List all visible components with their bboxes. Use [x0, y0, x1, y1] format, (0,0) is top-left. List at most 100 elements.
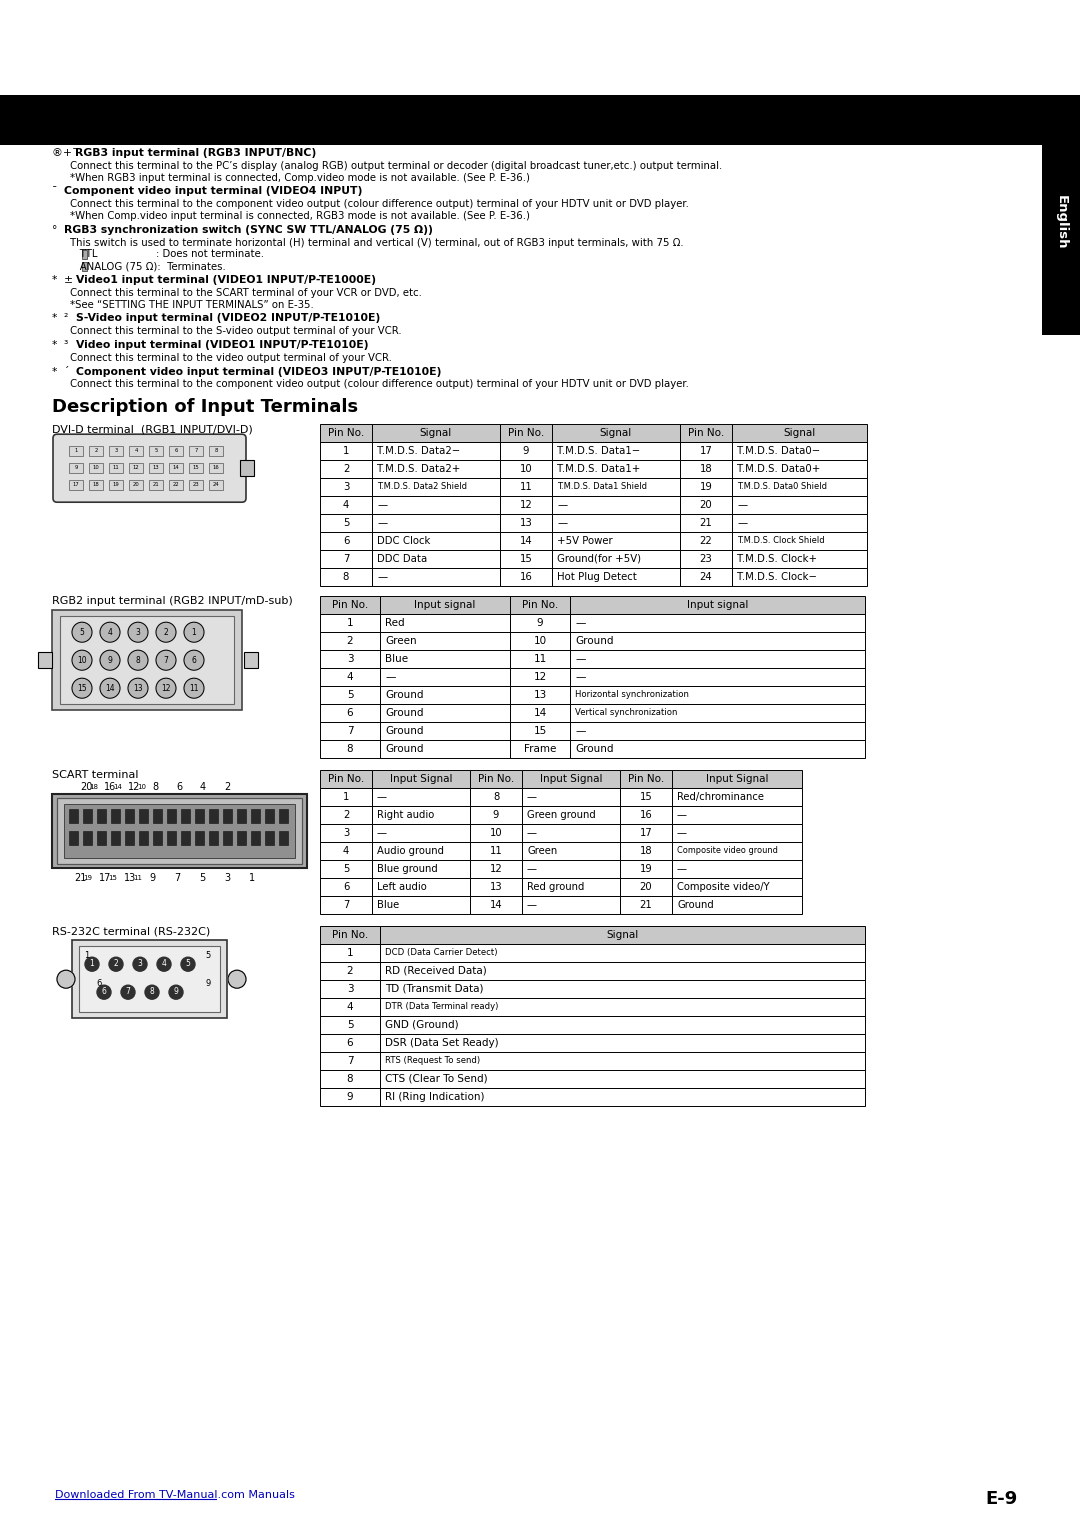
Text: 16: 16 [519, 571, 532, 582]
Bar [222, 809, 232, 823]
Bar [570, 669, 865, 686]
Text: 3: 3 [347, 983, 353, 994]
Bar [320, 722, 380, 741]
Bar [320, 1089, 380, 1106]
Text: Red ground: Red ground [527, 881, 584, 892]
Text: 22: 22 [173, 483, 179, 487]
Bar [79, 947, 220, 1012]
Text: RGB3 synchronization switch (SYNC SW TTL/ANALOG (75 Ω)): RGB3 synchronization switch (SYNC SW TTL… [64, 224, 432, 235]
Text: 5: 5 [199, 873, 205, 883]
Text: —: — [575, 725, 585, 736]
Text: 7: 7 [174, 873, 180, 883]
Text: 11: 11 [134, 875, 143, 881]
Text: 11: 11 [112, 466, 120, 470]
Bar [210, 479, 222, 490]
Text: 4: 4 [342, 499, 349, 510]
Text: Audio ground: Audio ground [377, 846, 444, 855]
Bar [372, 878, 470, 896]
Bar [380, 704, 510, 722]
Text: RS-232C terminal (RS-232C): RS-232C terminal (RS-232C) [52, 927, 211, 936]
Bar [237, 831, 246, 846]
Text: 8: 8 [342, 571, 349, 582]
Bar [372, 788, 470, 806]
Text: DCD (Data Carrier Detect): DCD (Data Carrier Detect) [384, 948, 498, 957]
Bar [570, 614, 865, 632]
Text: 20: 20 [639, 881, 652, 892]
Text: Ground: Ground [384, 707, 423, 718]
Text: —: — [575, 672, 585, 681]
Text: Connect this terminal to the component video output (colour difference output) t: Connect this terminal to the component v… [70, 379, 689, 389]
Bar [552, 460, 680, 478]
Text: 19: 19 [700, 481, 713, 492]
Text: 15: 15 [77, 684, 86, 693]
Text: 16: 16 [639, 809, 652, 820]
Text: 13: 13 [519, 518, 532, 528]
Text: 14: 14 [173, 466, 179, 470]
Text: 7: 7 [347, 725, 353, 736]
Circle shape [181, 957, 195, 971]
Bar [552, 478, 680, 496]
Bar [320, 425, 372, 443]
Bar [111, 831, 120, 846]
Circle shape [121, 985, 135, 999]
Text: —: — [527, 791, 537, 802]
Text: Pin No.: Pin No. [627, 774, 664, 783]
Bar [60, 617, 234, 704]
Bar [195, 809, 204, 823]
Text: 9: 9 [537, 618, 543, 628]
Bar [320, 596, 380, 614]
Bar [522, 825, 620, 843]
Text: 17: 17 [639, 828, 652, 838]
Circle shape [72, 621, 92, 643]
Bar [125, 809, 134, 823]
Bar [69, 463, 83, 473]
Text: 9: 9 [75, 466, 78, 470]
Text: 10: 10 [489, 828, 502, 838]
Text: 13: 13 [133, 684, 143, 693]
Bar [500, 425, 552, 443]
Bar [320, 443, 372, 460]
Text: T.M.D.S. Data1−: T.M.D.S. Data1− [557, 446, 640, 455]
Bar [265, 831, 274, 846]
Bar [168, 479, 183, 490]
Text: 4: 4 [347, 672, 353, 681]
Bar [320, 825, 372, 843]
Bar [732, 515, 867, 533]
Text: 7: 7 [163, 657, 168, 666]
Bar [372, 443, 500, 460]
Text: —: — [575, 654, 585, 664]
Bar [181, 831, 190, 846]
Bar [680, 478, 732, 496]
Text: 9: 9 [523, 446, 529, 455]
Bar [69, 479, 83, 490]
Bar [620, 843, 672, 860]
Bar [320, 770, 372, 788]
Bar [320, 944, 380, 962]
Circle shape [129, 621, 148, 643]
Text: 4: 4 [347, 1002, 353, 1012]
Text: Red/chrominance: Red/chrominance [677, 791, 764, 802]
Text: 6: 6 [174, 449, 178, 454]
Bar [510, 704, 570, 722]
Text: —: — [377, 791, 387, 802]
Text: T.M.D.S. Data2 Shield: T.M.D.S. Data2 Shield [377, 481, 467, 490]
Bar [552, 496, 680, 515]
Circle shape [156, 651, 176, 670]
Text: 12: 12 [133, 466, 139, 470]
Bar [109, 463, 123, 473]
Bar [125, 831, 134, 846]
Bar [149, 446, 163, 457]
Bar [139, 809, 148, 823]
Bar [672, 770, 802, 788]
Text: 4: 4 [162, 959, 166, 968]
Bar [320, 686, 380, 704]
Bar [470, 788, 522, 806]
Bar [320, 927, 380, 944]
Text: 16: 16 [104, 782, 117, 793]
Bar [380, 596, 510, 614]
Bar [189, 479, 203, 490]
Circle shape [184, 678, 204, 698]
Text: 1: 1 [75, 449, 78, 454]
Bar [83, 809, 92, 823]
Bar [129, 446, 143, 457]
